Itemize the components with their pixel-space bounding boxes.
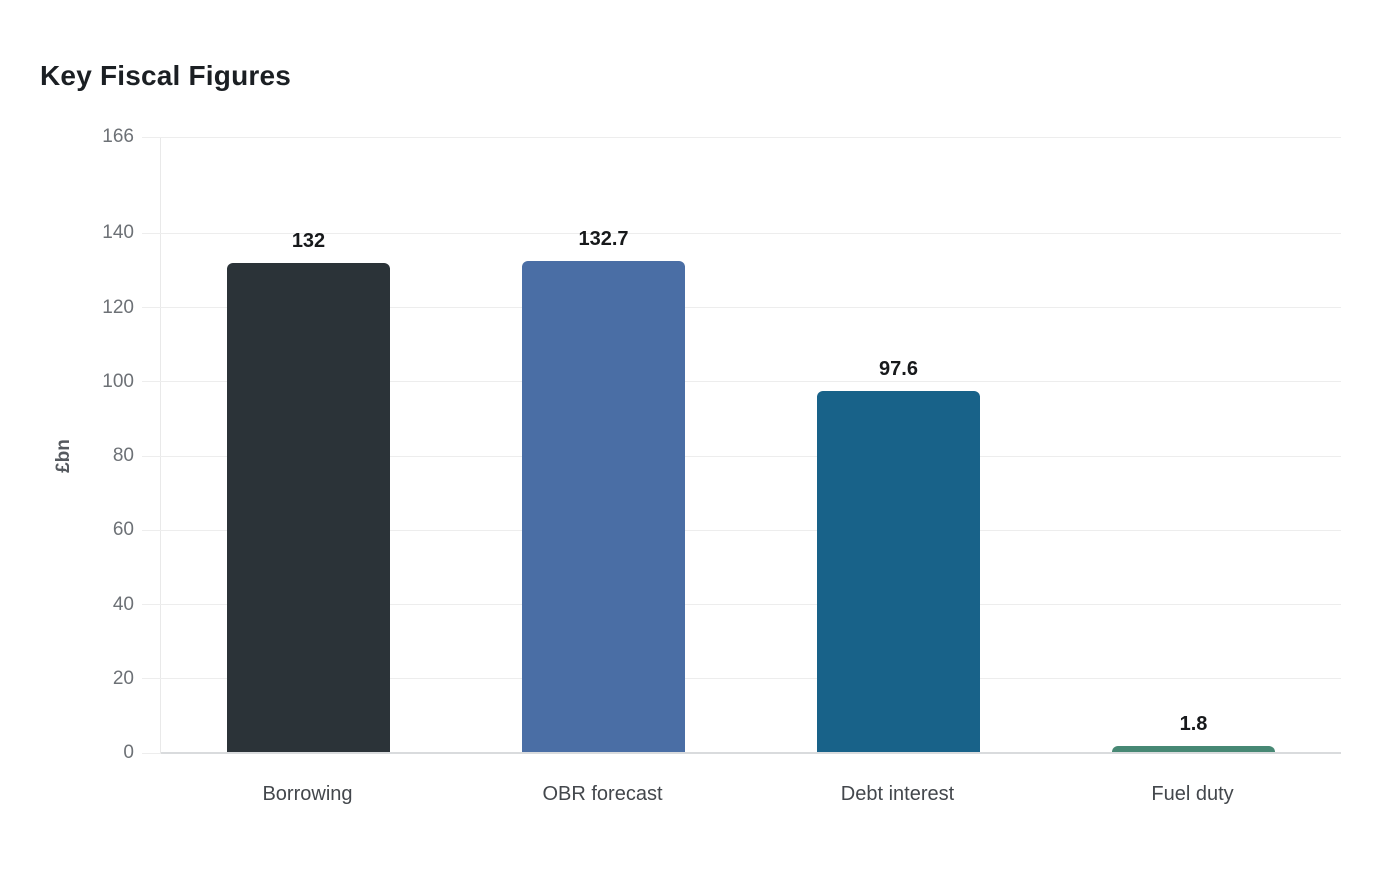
gridline <box>142 455 1341 457</box>
y-tick-label: 20 <box>112 667 134 689</box>
y-tick-label: 120 <box>102 296 134 318</box>
bar-fuel-duty <box>1112 746 1275 753</box>
y-tick-label: 140 <box>102 222 134 244</box>
x-axis-line <box>161 752 1341 754</box>
plot-area: 132 132.7 97.6 1.8 <box>142 136 1341 754</box>
bar-value-label: 97.6 <box>879 357 918 380</box>
gridline <box>142 678 1341 680</box>
x-tick-label: Fuel duty <box>1151 783 1234 805</box>
y-tick-label: 80 <box>112 445 134 467</box>
gridline <box>142 307 1341 309</box>
bar-value-label: 132.7 <box>578 227 629 250</box>
chart-title: Key Fiscal Figures <box>40 60 292 91</box>
gridline <box>142 136 1341 138</box>
gridline <box>142 604 1341 606</box>
y-tick-label: 0 <box>123 742 134 763</box>
x-tick-label: Borrowing <box>262 783 353 805</box>
bar-obr-forecast <box>522 260 685 753</box>
x-axis-labels: Borrowing OBR forecast Debt interest Fuel d… <box>160 783 1340 813</box>
bar-borrowing <box>227 263 390 753</box>
y-tick-label: 166 <box>102 126 134 147</box>
y-tick-label: 100 <box>102 370 134 392</box>
bar-value-label: 132 <box>291 230 326 253</box>
y-tick-label: 60 <box>112 519 134 541</box>
gridline <box>142 381 1341 383</box>
gridline <box>142 232 1341 234</box>
bar-debt-interest <box>817 390 980 753</box>
gridline <box>142 529 1341 531</box>
y-tick-label: 40 <box>112 593 134 615</box>
x-tick-label: OBR forecast <box>542 783 663 805</box>
y-axis-ticks: 0 20 40 60 80 100 120 140 166 <box>0 126 134 763</box>
bar-value-label: 1.8 <box>1179 713 1208 736</box>
x-tick-label: Debt interest <box>840 783 955 805</box>
